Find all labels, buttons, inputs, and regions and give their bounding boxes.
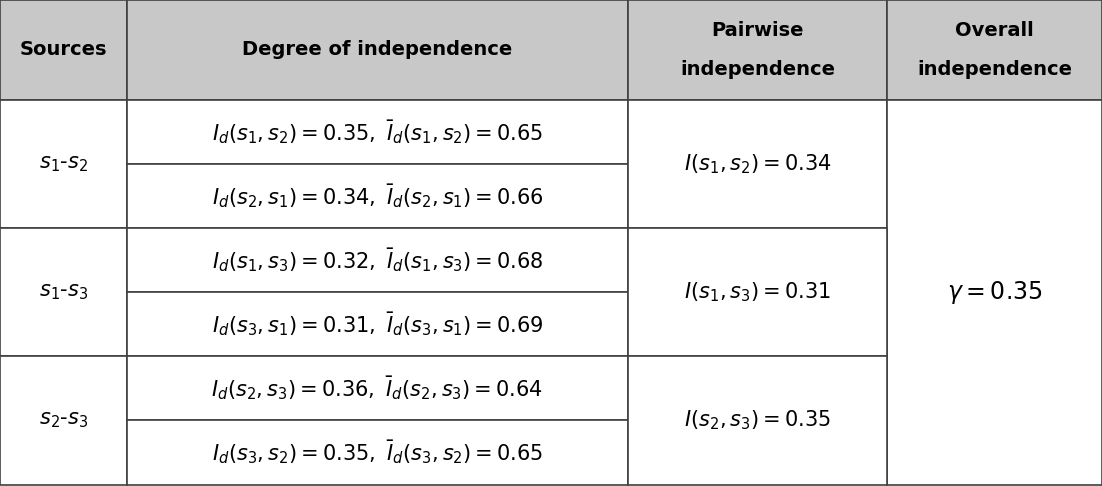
Text: $I_d(s_2,s_3) = 0.36,\ \bar{I}_d(s_2,s_3) = 0.64$: $I_d(s_2,s_3) = 0.36,\ \bar{I}_d(s_2,s_3… [212,374,543,402]
Bar [0,0,127,100]
Text: $I_d(s_1,s_3) = 0.32,\ \bar{I}_d(s_1,s_3) = 0.68$: $I_d(s_1,s_3) = 0.32,\ \bar{I}_d(s_1,s_3… [212,246,543,274]
Bar [887,100,1102,485]
Text: Overall: Overall [955,21,1034,40]
Bar [0,100,127,228]
Bar [127,228,628,292]
Bar [0,228,127,356]
Bar [127,100,628,164]
Text: Pairwise: Pairwise [712,21,803,40]
Bar [127,420,628,485]
Text: $I(s_1,s_2) = 0.34$: $I(s_1,s_2) = 0.34$ [684,152,831,175]
Text: $I_d(s_2,s_1) = 0.34,\ \bar{I}_d(s_2,s_1) = 0.66$: $I_d(s_2,s_1) = 0.34,\ \bar{I}_d(s_2,s_1… [212,182,543,210]
Bar [628,0,887,100]
Bar [628,356,887,485]
Bar [127,0,628,100]
Bar [628,100,887,228]
Text: Sources: Sources [20,40,107,59]
Text: Degree of independence: Degree of independence [242,40,512,59]
Bar [127,356,628,420]
Text: $\gamma = 0.35$: $\gamma = 0.35$ [947,278,1042,306]
Bar [127,164,628,228]
Text: $\mathbf{\mathit{s}}_1$-$\mathbf{\mathit{s}}_2$: $\mathbf{\mathit{s}}_1$-$\mathbf{\mathit… [39,154,88,174]
Bar [127,292,628,356]
Text: $I(s_1,s_3) = 0.31$: $I(s_1,s_3) = 0.31$ [684,280,831,304]
Text: $I(s_2,s_3) = 0.35$: $I(s_2,s_3) = 0.35$ [684,409,831,432]
Text: $I_d(s_3,s_1) = 0.31,\ \bar{I}_d(s_3,s_1) = 0.69$: $I_d(s_3,s_1) = 0.31,\ \bar{I}_d(s_3,s_1… [212,310,543,338]
Bar [887,0,1102,100]
Text: $I_d(s_1,s_2) = 0.35,\ \bar{I}_d(s_1,s_2) = 0.65$: $I_d(s_1,s_2) = 0.35,\ \bar{I}_d(s_1,s_2… [212,118,543,146]
Text: independence: independence [680,60,835,79]
Text: $\mathbf{\mathit{s}}_1$-$\mathbf{\mathit{s}}_3$: $\mathbf{\mathit{s}}_1$-$\mathbf{\mathit… [39,282,88,302]
Text: $\mathbf{\mathit{s}}_2$-$\mathbf{\mathit{s}}_3$: $\mathbf{\mathit{s}}_2$-$\mathbf{\mathit… [39,410,88,431]
Text: $I_d(s_3,s_2) = 0.35,\ \bar{I}_d(s_3,s_2) = 0.65$: $I_d(s_3,s_2) = 0.35,\ \bar{I}_d(s_3,s_2… [212,438,543,467]
Bar [628,228,887,356]
Bar [0,356,127,485]
Text: independence: independence [917,60,1072,79]
